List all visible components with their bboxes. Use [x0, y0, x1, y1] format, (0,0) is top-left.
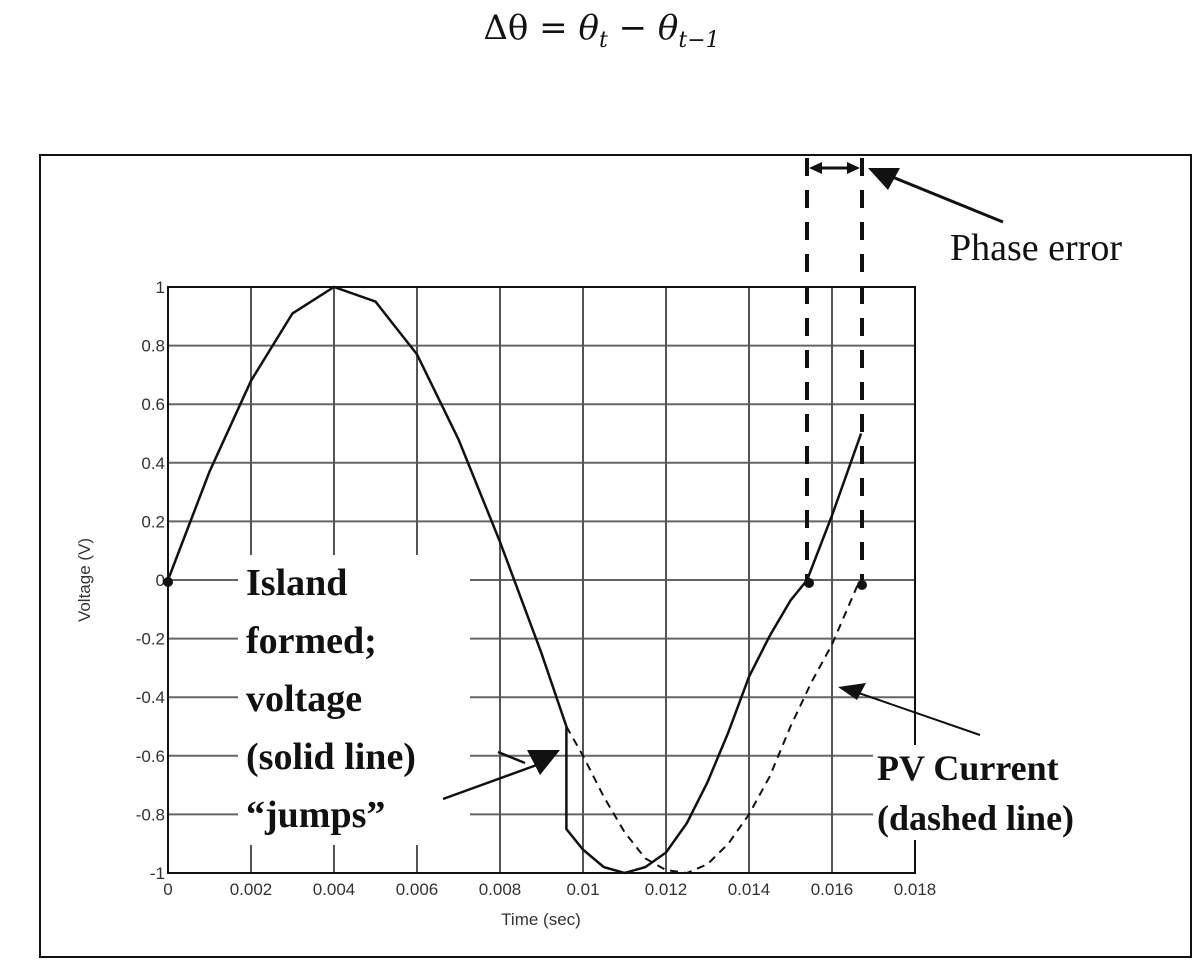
y-tick-label: 0 [156, 571, 165, 590]
span-arrowhead-left [809, 162, 822, 174]
pv-line-1: PV Current [877, 748, 1059, 788]
x-tick-label: 0 [163, 880, 172, 899]
island-line-1: Island [246, 562, 347, 604]
island-annotation-background [238, 555, 470, 845]
x-tick-label: 0.012 [645, 880, 688, 899]
start-zero-marker [163, 577, 173, 587]
y-tick-label: -0.6 [136, 747, 165, 766]
x-tick-label: 0.016 [811, 880, 854, 899]
x-tick-label: 0.018 [894, 880, 937, 899]
y-tick-label: -0.2 [136, 630, 165, 649]
jumps-pointer [442, 760, 546, 801]
pv-annotation-background [873, 745, 1108, 840]
island-line-2: formed; [246, 620, 377, 662]
y-tick-label: -1 [150, 864, 165, 883]
x-tick-label: 0.004 [313, 880, 356, 899]
pv-current-arrowhead-icon [838, 683, 866, 700]
theta-t-subscript: t [598, 27, 608, 53]
pv-current-dashed-line [565, 579, 861, 875]
figure-frame [39, 154, 1192, 958]
span-arrowhead-right [847, 162, 860, 174]
island-line-4: (solid line) [246, 736, 416, 778]
pv-line-2: (dashed line) [877, 798, 1074, 838]
delta-theta: Δθ [483, 8, 529, 48]
y-tick-label: 0.8 [141, 337, 165, 356]
current-zero-marker [857, 580, 867, 590]
theta-t: θ [578, 8, 599, 48]
island-line-3: voltage [246, 678, 362, 720]
pv-annotation: PV Current (dashed line) [877, 748, 1074, 838]
minus-sign: − [618, 8, 648, 48]
x-tick-label: 0.014 [728, 880, 771, 899]
jumps-pointer-tail [497, 750, 526, 765]
x-tick-label: 0.006 [396, 880, 439, 899]
y-tick-label: -0.8 [136, 805, 165, 824]
x-axis-ticks: 0 0.002 0.004 0.006 0.008 0.01 0.012 0.014 0.016… [163, 880, 936, 899]
y-tick-label: 0.6 [141, 395, 165, 414]
y-axis-ticks: 1 0.8 0.6 0.4 0.2 0 -0.2 -0.4 -0.6 -0.8 -1 [136, 278, 165, 883]
phase-error-pointer [884, 172, 1004, 224]
y-tick-label: -0.4 [136, 688, 165, 707]
theta-t-minus-1: θ [657, 8, 679, 48]
voltage-solid-line [166, 285, 863, 875]
phase-error-equation: Δθ = θt − θt−1 [0, 8, 1203, 53]
phase-error-label: Phase error [950, 227, 1122, 269]
jumps-arrowhead-icon [527, 750, 560, 775]
x-tick-label: 0.008 [479, 880, 522, 899]
x-axis-label: Time (sec) [501, 910, 581, 929]
island-annotation: Island formed; voltage (solid line) “jum… [246, 562, 416, 836]
pv-current-pointer [849, 689, 981, 736]
x-tick-label: 0.002 [230, 880, 273, 899]
voltage-zero-marker [804, 578, 814, 588]
phase-error-arrowhead-icon [868, 168, 900, 190]
y-tick-label: 0.4 [141, 454, 165, 473]
island-line-5: “jumps” [246, 794, 385, 836]
x-tick-label: 0.01 [566, 880, 599, 899]
y-tick-label: 1 [156, 278, 165, 297]
theta-t-minus-1-subscript: t−1 [678, 27, 720, 53]
y-tick-label: 0.2 [141, 512, 165, 531]
y-axis-label: Voltage (V) [75, 538, 94, 622]
equals-sign: = [539, 8, 568, 48]
